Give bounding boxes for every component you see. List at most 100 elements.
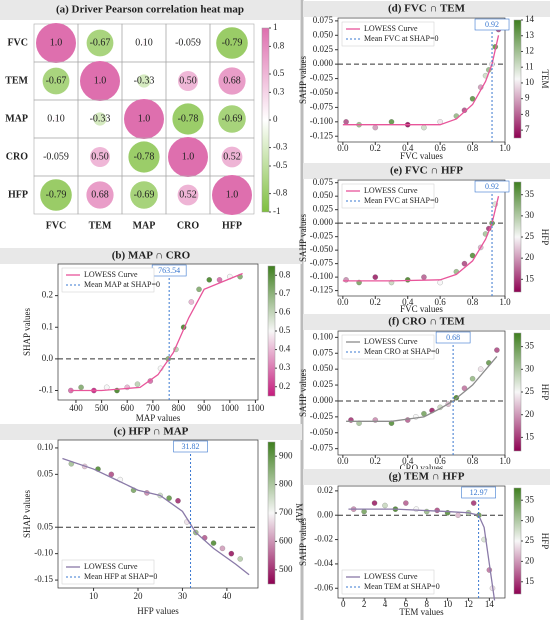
lowess-curve (342, 196, 500, 282)
colorbar-label: HFP (540, 533, 550, 550)
heatmap-value: 0.68 (223, 75, 241, 86)
y-tick-label: 0.050 (313, 29, 334, 39)
x-tick-label: 1.0 (499, 143, 511, 153)
mean-label: 0.92 (485, 20, 499, 29)
x-tick-label: 14 (485, 599, 495, 609)
colorbar-tick-label: 15 (525, 431, 535, 441)
colorbar-tick-label: 1 (273, 22, 278, 32)
heatmap-circle (36, 23, 76, 63)
row-label: HFP (8, 189, 28, 200)
colorbar-tick-label: 0.7 (279, 288, 291, 298)
point (210, 540, 217, 546)
colorbar-tick-label: 11 (525, 61, 534, 71)
heatmap-circle (212, 175, 252, 215)
legend (61, 267, 155, 293)
heatmap-value: 0.68 (91, 189, 109, 200)
panel-title: (a) Driver Pearson correlation heat map (56, 4, 244, 16)
heatmap-value: -0.33 (90, 113, 111, 124)
y-tick-label: -0.025 (310, 73, 334, 83)
heatmap-circle (216, 27, 248, 59)
point (188, 299, 195, 305)
point (403, 500, 409, 506)
heatmap-circle (124, 99, 164, 139)
x-tick-label: 0.0 (337, 143, 349, 153)
x-axis-label: CRO values (400, 463, 444, 473)
colorbar-tick-label: 15 (525, 576, 535, 586)
column-label: CRO (177, 220, 199, 231)
y-tick-label: -0.125 (310, 285, 334, 295)
heatmap-value: -0.67 (46, 75, 67, 86)
x-axis-label: FVC values (400, 304, 443, 314)
column-label: FVC (46, 220, 67, 231)
legend-label: Mean TEM at SHAP=0 (364, 582, 440, 591)
y-tick-label: -0.050 (310, 244, 334, 254)
point (455, 512, 461, 518)
colorbar-tick-label: 30 (525, 210, 535, 220)
colorbar-tick-label: 0.5 (279, 325, 291, 335)
heatmap-circle (90, 147, 110, 167)
x-tick-label: 0.2 (370, 143, 381, 153)
colorbar-tick-label: 15 (525, 273, 535, 283)
heatmap-circle (86, 29, 114, 57)
heatmap-value: -0.33 (134, 75, 155, 86)
heatmap-value: 0.52 (179, 189, 197, 200)
lowess-curve (348, 508, 496, 601)
point (477, 366, 484, 372)
heatmap-value: -0.78 (178, 113, 199, 124)
y-tick-label: 0.025 (313, 204, 334, 214)
y-tick-label: -0.15 (34, 574, 53, 584)
x-tick-label: 6 (404, 599, 409, 609)
y-tick-label: -0.10 (34, 548, 53, 558)
y-tick-label: 0.000 (313, 217, 334, 227)
legend-label: Mean FVC at SHAP=0 (364, 196, 439, 205)
column-label: HFP (222, 220, 242, 231)
colorbar-tick-label: 9 (525, 93, 530, 103)
point (175, 498, 181, 504)
heatmap-value: -0.79 (222, 37, 243, 48)
point (134, 381, 141, 387)
y-tick-label: 0.075 (313, 347, 334, 357)
colorbar-tick-label: 0 (273, 114, 278, 124)
x-tick-label: 400 (69, 403, 83, 413)
mean-label-box (474, 18, 510, 31)
x-axis-label: MAP values (136, 413, 181, 423)
y-tick-label: -0.02 (314, 534, 333, 544)
mean-label: 0.92 (485, 182, 499, 191)
legend-label: Mean FVC at SHAP=0 (364, 34, 439, 43)
y-tick-label: 0.025 (313, 379, 334, 389)
y-axis-label: SAHP values (298, 214, 308, 262)
x-tick-label: 30 (178, 591, 188, 601)
panel-title: (b) MAP ∩ CRO (112, 250, 191, 262)
x-tick-label: 12 (464, 599, 473, 609)
colorbar-label: TEM (540, 70, 550, 89)
y-tick-label: 0.10 (37, 442, 53, 452)
mean-label-box (461, 486, 496, 499)
x-tick-label: 1.0 (499, 456, 511, 466)
x-tick-label: 0.6 (435, 297, 447, 307)
heatmap-value: 0.50 (91, 151, 109, 162)
heatmap-circle (218, 67, 246, 95)
point (382, 502, 388, 509)
legend (61, 559, 155, 585)
legend-label: Mean MAP at SHAP=0 (84, 280, 160, 289)
colorbar-tick-label: 25 (525, 231, 535, 241)
x-tick-label: 0.8 (467, 297, 479, 307)
colorbar-label: HFP (540, 384, 550, 401)
point (461, 107, 468, 113)
x-tick-label: 0.6 (435, 456, 447, 466)
heatmap-value: -0.059 (43, 151, 69, 162)
heatmap-circle (218, 105, 246, 133)
y-tick-label: 0.000 (313, 58, 334, 68)
x-tick-label: 0.4 (402, 143, 414, 153)
y-axis-label: SAHP values (298, 56, 308, 104)
heatmap-circle (93, 112, 107, 126)
point (494, 347, 500, 353)
legend (341, 21, 435, 47)
panel-title: (c) HFP ∩ MAP (114, 426, 189, 438)
heatmap-circle (177, 184, 199, 206)
x-tick-label: 700 (146, 403, 160, 413)
heatmap-circle (137, 74, 151, 88)
colorbar-tick-label: 8 (525, 108, 530, 118)
y-tick-label: -0.025 (310, 411, 334, 421)
colorbar-label: MAP (294, 503, 304, 523)
